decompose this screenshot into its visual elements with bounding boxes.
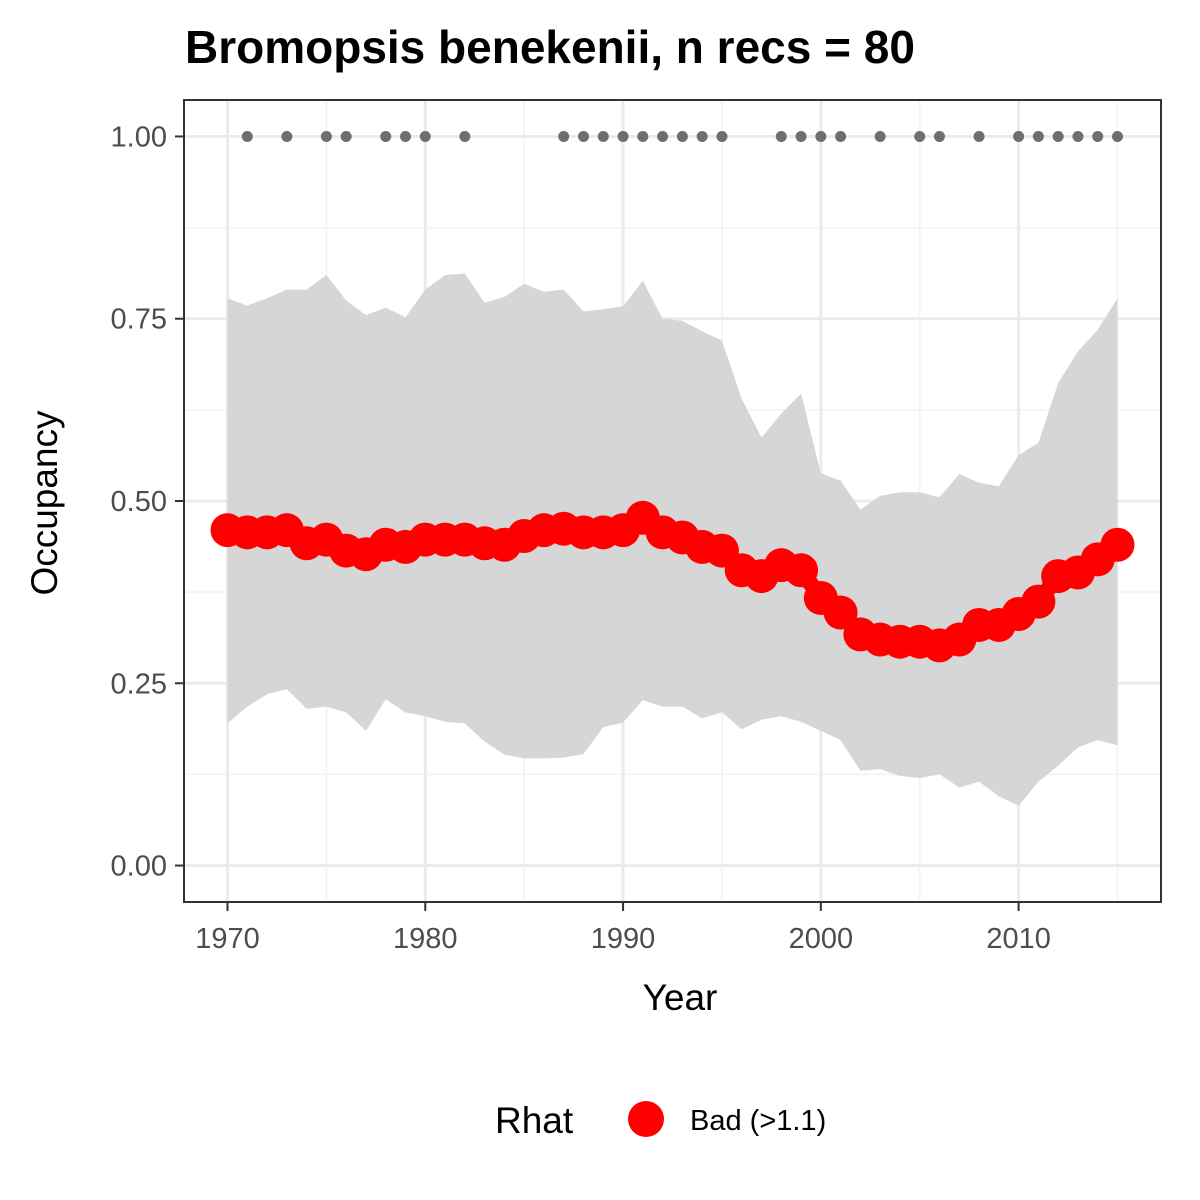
record-point	[1032, 130, 1044, 142]
record-point	[380, 130, 392, 142]
x-axis-title: Year	[643, 977, 718, 1018]
record-point	[241, 130, 253, 142]
occupancy-point	[823, 595, 858, 630]
legend-key-bad	[628, 1101, 664, 1137]
chart-title: Bromopsis benekenii, n recs = 80	[185, 21, 915, 73]
record-point	[1072, 130, 1084, 142]
record-point	[933, 130, 945, 142]
x-tick-label: 1980	[393, 923, 458, 955]
record-point	[637, 130, 649, 142]
record-point	[874, 130, 886, 142]
record-point	[835, 130, 847, 142]
record-point	[419, 130, 431, 142]
x-tick-label: 1990	[591, 923, 656, 955]
record-point	[320, 130, 332, 142]
x-axis-ticks: 1970 1980 1990 2000 2010	[195, 902, 1051, 955]
record-point	[400, 130, 412, 142]
y-tick-label: 1.00	[111, 121, 167, 153]
record-point	[775, 130, 787, 142]
occupancy-point	[784, 553, 819, 588]
record-point	[281, 130, 293, 142]
legend-title: Rhat	[495, 1100, 574, 1141]
record-point	[676, 130, 688, 142]
record-points	[241, 130, 1123, 142]
legend-label-bad: Bad (>1.1)	[690, 1105, 826, 1137]
x-tick-label: 1970	[195, 923, 260, 955]
record-point	[1092, 130, 1104, 142]
record-point	[340, 130, 352, 142]
record-point	[716, 130, 728, 142]
y-tick-label: 0.00	[111, 851, 167, 883]
record-point	[617, 130, 629, 142]
record-point	[696, 130, 708, 142]
y-tick-label: 0.75	[111, 304, 167, 336]
record-point	[914, 130, 926, 142]
record-point	[815, 130, 827, 142]
occupancy-points	[210, 500, 1135, 663]
legend: Rhat Bad (>1.1)	[495, 1100, 826, 1141]
y-tick-label: 0.50	[111, 486, 167, 518]
record-point	[1013, 130, 1025, 142]
x-tick-label: 2000	[789, 923, 854, 955]
record-point	[578, 130, 590, 142]
record-point	[558, 130, 570, 142]
record-point	[1052, 130, 1064, 142]
y-axis-title: Occupancy	[24, 410, 65, 596]
record-point	[973, 130, 985, 142]
y-tick-label: 0.25	[111, 668, 167, 700]
record-point	[657, 130, 669, 142]
y-axis-ticks: 0.00 0.25 0.50 0.75 1.00	[111, 121, 184, 883]
record-point	[1111, 130, 1123, 142]
record-point	[597, 130, 609, 142]
record-point	[795, 130, 807, 142]
occupancy-point	[1100, 527, 1135, 562]
x-tick-label: 2010	[986, 923, 1051, 955]
record-point	[459, 130, 471, 142]
occupancy-point	[1021, 584, 1056, 619]
